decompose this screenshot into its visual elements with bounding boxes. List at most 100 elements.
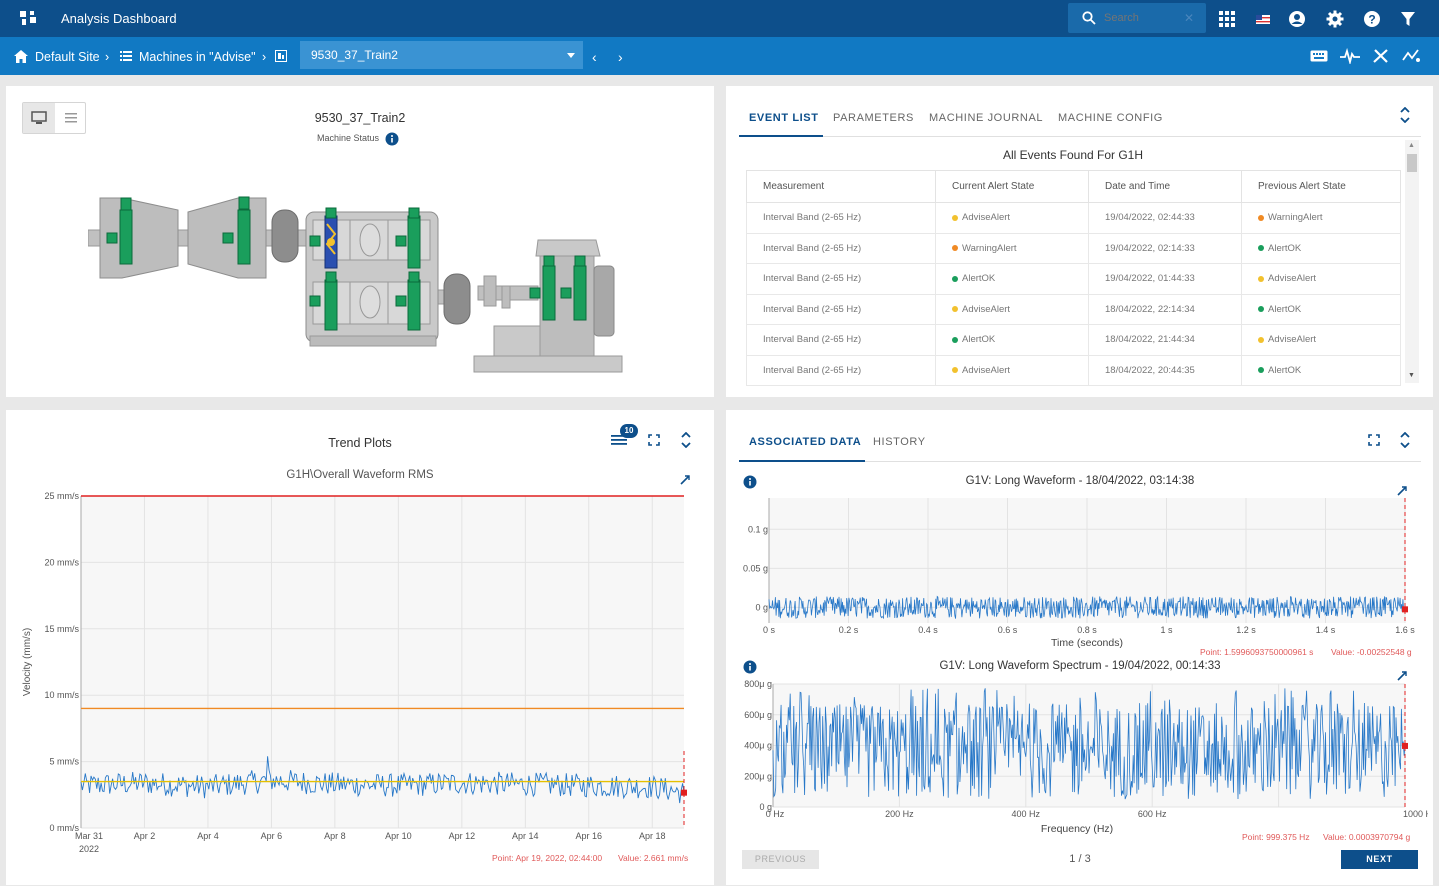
series-list-icon[interactable] — [611, 434, 627, 446]
grid-icon[interactable] — [1217, 9, 1237, 29]
expand-collapse-icon[interactable] — [1400, 107, 1410, 123]
column-measurement[interactable]: Measurement — [746, 170, 936, 203]
event-table: Measurement Current Alert State Date and… — [746, 170, 1401, 386]
table-row[interactable]: Interval Band (2-65 Hz) AdviseAlert 18/04/… — [746, 293, 1401, 325]
x-tick-label: 1000 H — [1403, 809, 1428, 819]
pulse-icon[interactable] — [1340, 48, 1360, 64]
spectrum-chart[interactable]: 0 Hz 200 Hz 400 Hz 600 Hz 1000 H 0 g 200μ g 400… — [738, 676, 1428, 841]
status-dot — [1258, 336, 1264, 343]
table-row[interactable]: Interval Band (2-65 Hz) AlertOK 19/04/2022… — [746, 263, 1401, 295]
coupling-1 — [271, 209, 299, 263]
table-row[interactable]: Interval Band (2-65 Hz) AlertOK 18/04/2022… — [746, 324, 1401, 356]
next-machine-button[interactable]: › — [618, 49, 623, 65]
series-count-badge: 10 — [620, 424, 638, 438]
tab-parameters[interactable]: PARAMETERS — [833, 112, 914, 124]
cursor-marker — [1402, 742, 1408, 749]
filter-icon[interactable] — [1398, 9, 1418, 29]
machine-train-diagram[interactable] — [88, 190, 628, 376]
scrollbar-thumb[interactable] — [1407, 154, 1417, 172]
scroll-up-icon[interactable]: ▲ — [1408, 142, 1415, 149]
breadcrumb-machines[interactable]: Machines in "Advise" — [139, 50, 256, 64]
table-row[interactable]: Interval Band (2-65 Hz) AdviseAlert 18/04/… — [746, 354, 1401, 386]
x-tick-label: 0 Hz — [766, 809, 785, 819]
fullscreen-icon[interactable] — [1368, 434, 1380, 446]
info-icon[interactable] — [743, 660, 757, 674]
cell-previous-state: AdviseAlert — [1241, 324, 1401, 356]
cell-current-state: WarningAlert — [935, 232, 1089, 264]
analysis-icon[interactable] — [1402, 48, 1422, 64]
x-tick-label: Apr 4 — [197, 831, 219, 841]
diagram-view-button[interactable] — [23, 103, 55, 133]
home-icon[interactable] — [14, 50, 28, 63]
tab-history[interactable]: HISTORY — [873, 436, 926, 448]
cell-measurement: Interval Band (2-65 Hz) — [746, 293, 936, 325]
info-icon[interactable] — [385, 132, 399, 146]
y-tick-label: 0.05 g — [743, 563, 768, 573]
keyboard-icon[interactable] — [1310, 50, 1328, 62]
table-row[interactable]: Interval Band (2-65 Hz) WarningAlert 19/04… — [746, 232, 1401, 264]
breadcrumb-site[interactable]: Default Site — [35, 50, 100, 64]
machine-select[interactable]: 9530_37_Train2 — [300, 41, 583, 69]
chevron-down-icon — [567, 53, 575, 58]
x-tick-label: Apr 8 — [324, 831, 346, 841]
table-row[interactable]: Interval Band (2-65 Hz) AdviseAlert 19/04/… — [746, 202, 1401, 234]
trend-chart[interactable]: Mar 31 Apr 2 Apr 4 Apr 6 Apr 8 Apr 10 Apr 12 Ap… — [14, 488, 704, 862]
x-tick-label: 0 s — [763, 625, 776, 635]
event-scrollbar[interactable]: ▲ ▼ — [1405, 140, 1419, 383]
trend-series-line — [80, 756, 685, 804]
trend-value-readout: Value: 2.661 mm/s — [618, 853, 689, 863]
status-dot — [1258, 306, 1264, 313]
tab-associated-data[interactable]: ASSOCIATED DATA — [749, 436, 862, 448]
column-previous-alert-state[interactable]: Previous Alert State — [1241, 170, 1401, 203]
user-icon[interactable] — [1287, 9, 1307, 29]
flag-icon[interactable] — [1253, 9, 1273, 29]
search-input[interactable] — [1104, 9, 1184, 27]
x-tick-label: 400 Hz — [1012, 809, 1041, 819]
tab-event-list[interactable]: EVENT LIST — [749, 112, 819, 124]
waveform-value-readout: Value: -0.00252548 g — [1331, 647, 1412, 657]
tab-machine-journal[interactable]: MACHINE JOURNAL — [929, 112, 1044, 124]
cell-current-state: AdviseAlert — [935, 354, 1089, 386]
expand-collapse-icon[interactable] — [1400, 432, 1410, 448]
breadcrumb-separator: › — [262, 50, 267, 64]
status-dot — [952, 275, 958, 282]
app-logo-icon — [20, 11, 36, 25]
previous-button[interactable]: PREVIOUS — [742, 850, 819, 869]
zoom-reset-icon[interactable] — [1396, 485, 1408, 497]
cell-date-time: 19/04/2022, 02:14:33 — [1088, 232, 1242, 264]
machine-select-value: 9530_37_Train2 — [311, 48, 398, 62]
column-date-time[interactable]: Date and Time — [1088, 170, 1242, 203]
fullscreen-icon[interactable] — [648, 434, 660, 446]
list-view-button[interactable] — [55, 103, 87, 133]
turbine-stage-1 — [99, 197, 179, 279]
next-button[interactable]: NEXT — [1341, 850, 1418, 869]
machine-title: 9530_37_Train2 — [314, 111, 406, 125]
zoom-reset-icon[interactable] — [679, 474, 691, 486]
x-tick-label: Apr 2 — [134, 831, 156, 841]
column-current-alert-state[interactable]: Current Alert State — [935, 170, 1089, 203]
help-icon[interactable]: ? — [1362, 9, 1382, 29]
search-clear-icon[interactable]: ✕ — [1183, 11, 1194, 25]
search-box[interactable]: ✕ — [1068, 3, 1206, 33]
cell-current-state: AlertOK — [935, 263, 1089, 295]
status-badge: WarningAlert — [1268, 212, 1323, 224]
svg-text:?: ? — [1368, 13, 1375, 27]
x-tick-label: 0.2 s — [839, 625, 859, 635]
tab-machine-config[interactable]: MACHINE CONFIG — [1058, 112, 1163, 124]
tools-icon[interactable] — [1372, 48, 1390, 64]
x-tick-label: Apr 18 — [639, 831, 666, 841]
info-icon[interactable] — [743, 475, 757, 489]
status-badge: AlertOK — [962, 273, 996, 285]
events-heading: All Events Found For G1H — [1002, 148, 1144, 162]
waveform-chart[interactable]: 0 s 0.2 s 0.4 s 0.6 s 0.8 s 1 s 1.2 s 1.4 s 1.6 … — [738, 492, 1428, 652]
top-bar: Analysis Dashboard ✕ ? — [0, 0, 1439, 37]
expand-collapse-icon[interactable] — [681, 432, 691, 448]
pager-indicator: 1 / 3 — [1069, 853, 1091, 865]
gear-icon[interactable] — [1325, 9, 1345, 29]
y-tick-label: 5 mm/s — [49, 757, 79, 767]
zoom-reset-icon[interactable] — [1396, 670, 1408, 682]
status-badge: AlertOK — [1268, 242, 1302, 254]
cell-previous-state: AlertOK — [1241, 293, 1401, 325]
previous-machine-button[interactable]: ‹ — [592, 49, 597, 65]
scroll-down-icon[interactable]: ▼ — [1408, 372, 1415, 379]
